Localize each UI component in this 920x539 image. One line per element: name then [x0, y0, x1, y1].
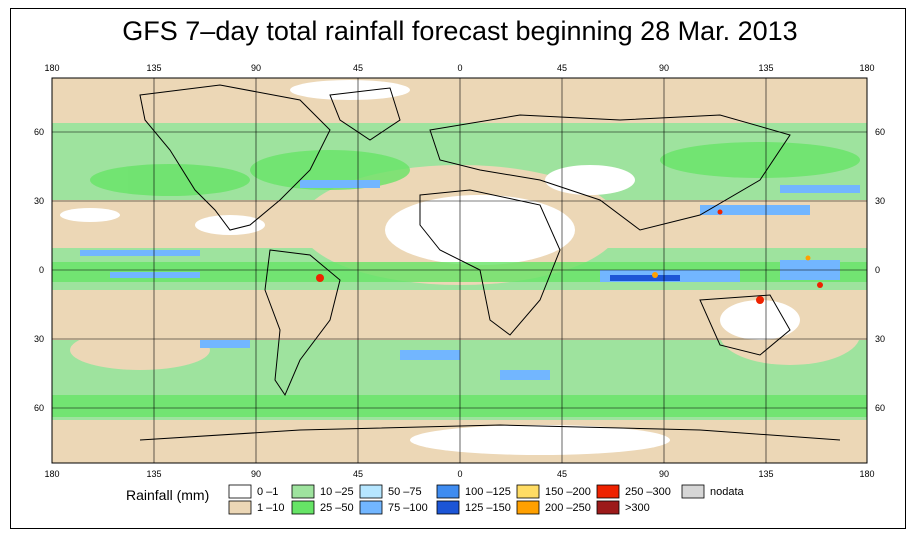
lon-tick-top: 135	[146, 63, 161, 73]
lat-tick-right: 30	[875, 196, 885, 206]
legend-swatch	[516, 500, 540, 515]
legend-swatch	[291, 500, 315, 515]
lon-tick-top: 45	[353, 63, 363, 73]
lon-tick-bottom: 180	[44, 469, 59, 479]
lat-tick-right: 60	[875, 403, 885, 413]
legend-label: 1 –10	[257, 502, 285, 514]
legend-swatch	[228, 484, 252, 499]
legend-swatch	[681, 484, 705, 499]
lat-tick-right: 60	[875, 127, 885, 137]
coastlines	[139, 84, 841, 441]
lat-tick-left: 60	[34, 403, 44, 413]
legend-label: 150 –200	[545, 486, 591, 498]
map-title: GFS 7–day total rainfall forecast beginn…	[122, 16, 798, 46]
legend-swatch	[596, 500, 620, 515]
legend-label: 125 –150	[465, 502, 511, 514]
lon-tick-bottom: 90	[659, 469, 669, 479]
legend-swatch	[436, 484, 460, 499]
legend-label: 10 –25	[320, 486, 354, 498]
lat-tick-left: 30	[34, 196, 44, 206]
legend-swatch	[516, 484, 540, 499]
lat-tick-left: 60	[34, 127, 44, 137]
legend-swatch	[359, 500, 383, 515]
lon-tick-bottom: 135	[146, 469, 161, 479]
legend-title: Rainfall (mm)	[126, 487, 209, 503]
lon-tick-top: 45	[557, 63, 567, 73]
lat-tick-right: 30	[875, 334, 885, 344]
lon-tick-bottom: 90	[251, 469, 261, 479]
lon-tick-top: 90	[659, 63, 669, 73]
legend-label: 50 –75	[388, 486, 422, 498]
lon-tick-bottom: 135	[758, 469, 773, 479]
legend-label: 75 –100	[388, 502, 428, 514]
legend-label: 200 –250	[545, 502, 591, 514]
lat-tick-left: 30	[34, 334, 44, 344]
tick-labels: 180 135 90 45 0 45 90 135 180 180 135 90 45 0 45 90 135 1…	[34, 63, 885, 479]
lon-tick-bottom: 45	[557, 469, 567, 479]
map-border	[51, 77, 868, 464]
legend-label: 25 –50	[320, 502, 354, 514]
graticule	[52, 78, 867, 463]
legend-swatch	[596, 484, 620, 499]
legend-label: >300	[625, 502, 650, 514]
legend-label: 0 –1	[257, 486, 278, 498]
legend: Rainfall (mm) 0 –1 1 –10 10 –25 25 –50 50 –7…	[126, 484, 745, 515]
lon-tick-top: 180	[44, 63, 59, 73]
lon-tick-top: 180	[859, 63, 874, 73]
lon-tick-bottom: 45	[353, 469, 363, 479]
legend-label: 250 –300	[625, 486, 671, 498]
legend-label: nodata	[710, 486, 745, 498]
lon-tick-top: 0	[457, 63, 462, 73]
lon-tick-bottom: 0	[457, 469, 462, 479]
legend-label: 100 –125	[465, 486, 511, 498]
lon-tick-top: 90	[251, 63, 261, 73]
lat-tick-right: 0	[875, 265, 880, 275]
legend-swatch	[291, 484, 315, 499]
lon-tick-top: 135	[758, 63, 773, 73]
legend-swatch	[359, 484, 383, 499]
lon-tick-bottom: 180	[859, 469, 874, 479]
legend-swatch	[228, 500, 252, 515]
no-rain-zones	[60, 80, 800, 455]
map-field	[52, 78, 867, 463]
extreme-rain-spots	[316, 209, 823, 304]
lat-tick-left: 0	[39, 265, 44, 275]
legend-swatch	[436, 500, 460, 515]
